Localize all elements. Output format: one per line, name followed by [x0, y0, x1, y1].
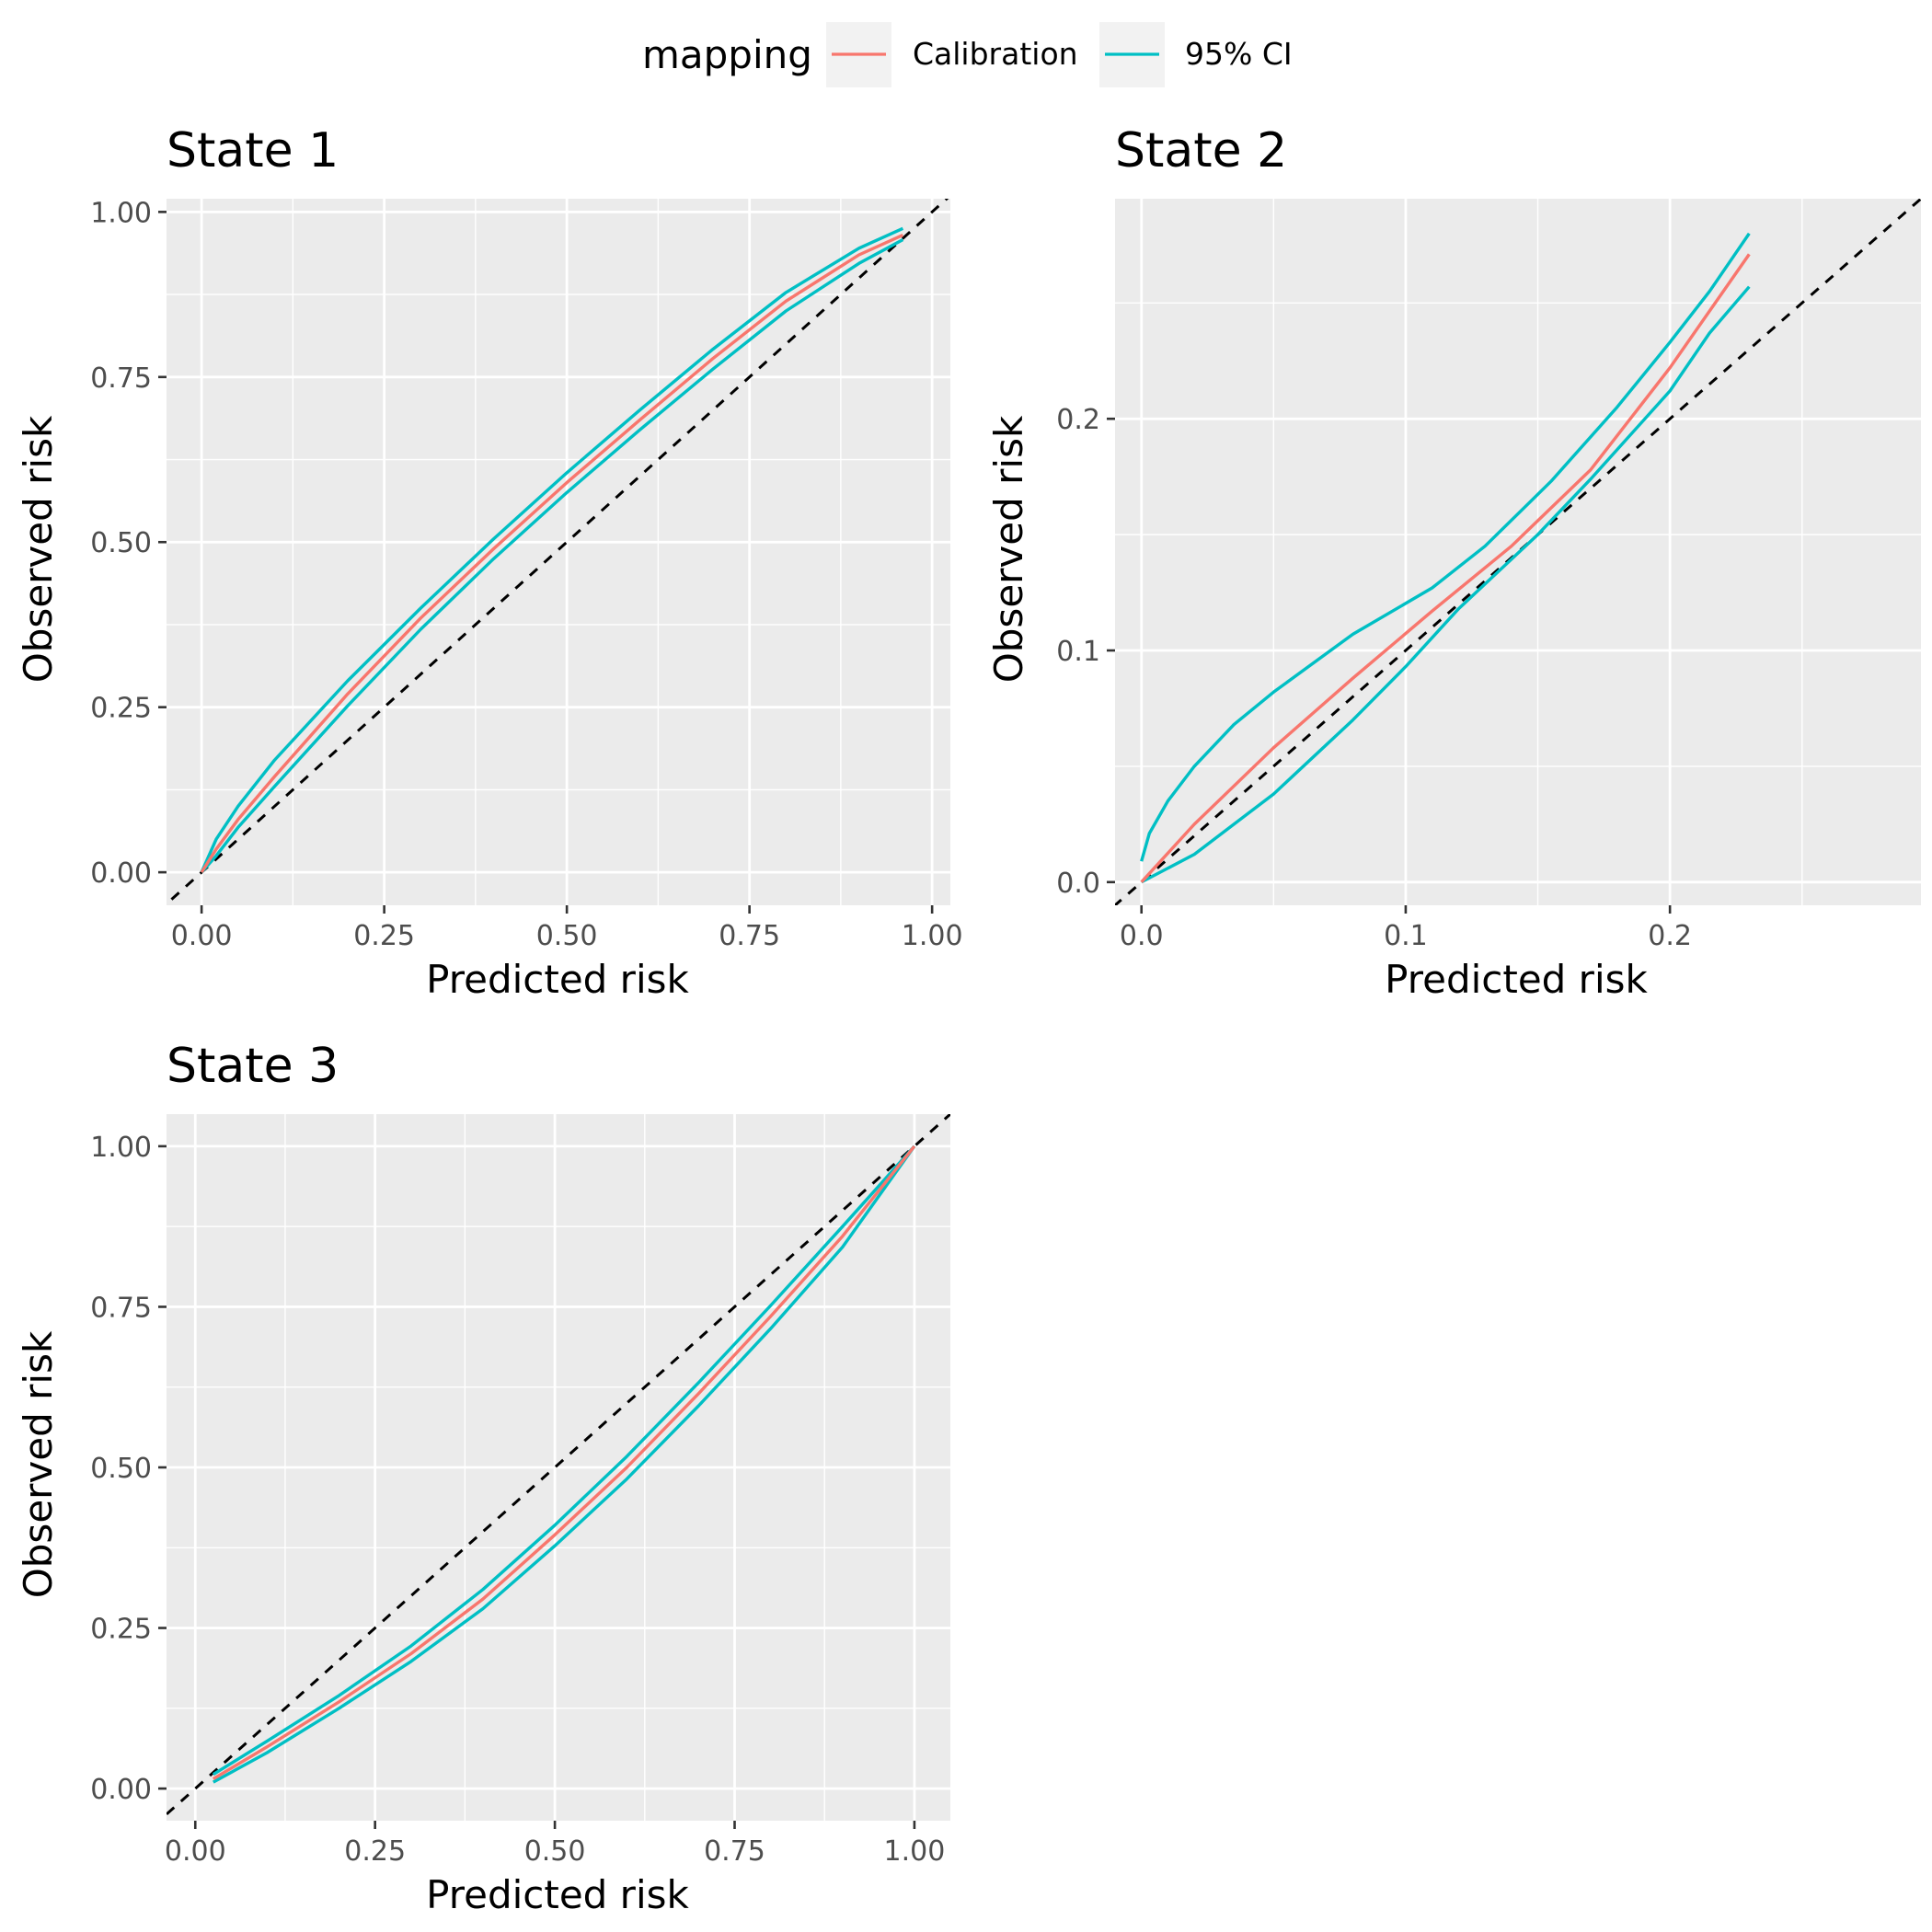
y-tick-label: 0.00 — [90, 1774, 152, 1806]
y-tick-label: 0.00 — [90, 857, 152, 890]
x-tick-label: 0.50 — [524, 1835, 586, 1868]
x-tick-label: 0.2 — [1648, 920, 1692, 952]
plot-area — [167, 199, 949, 905]
x-tick-label: 0.0 — [1120, 920, 1164, 952]
y-axis-title-state-3: Observed risk — [16, 1330, 61, 1598]
panel-state-1: 0.00 0.25 0.50 0.75 1.00 0.00 0.25 0.50 0.75 1.00 — [90, 197, 963, 952]
ci-line — [1140, 232, 1751, 862]
ci-line — [200, 226, 904, 873]
y-tick-label: 0.25 — [90, 693, 152, 725]
ci-line — [1140, 285, 1751, 884]
y-tick-label: 0.0 — [1056, 868, 1100, 900]
panel-state-3: 0.00 0.25 0.50 0.75 1.00 0.00 0.25 0.50 0.75 1.00 — [90, 1114, 950, 1868]
legend-title: mapping — [642, 32, 812, 77]
x-axis-title-state-3: Predicted risk — [426, 1872, 689, 1917]
y-tick-label: 0.50 — [90, 1453, 152, 1485]
ci-line — [212, 1144, 916, 1784]
x-tick-label: 1.00 — [884, 1835, 946, 1868]
x-tick-label: 0.75 — [704, 1835, 765, 1868]
panel-state-2: 0.0 0.1 0.2 0.0 0.1 0.2 — [1056, 199, 1921, 952]
panel-background — [167, 199, 950, 905]
y-tick-label: 0.2 — [1056, 404, 1100, 436]
plot-area — [1115, 199, 1921, 905]
y-tick-label: 0.25 — [90, 1614, 152, 1646]
panels: 0.00 0.25 0.50 0.75 1.00 0.00 0.25 0.50 0.75 1.00… — [90, 197, 1921, 1868]
x-tick-label: 1.00 — [902, 920, 963, 952]
reference-line — [1115, 199, 1921, 905]
y-tick-label: 0.50 — [90, 527, 152, 559]
x-tick-label: 0.25 — [353, 920, 415, 952]
x-tick-label: 0.25 — [344, 1835, 406, 1868]
x-tick-label: 0.1 — [1384, 920, 1428, 952]
x-tick-label: 0.00 — [171, 920, 233, 952]
panel-title-state-1: State 1 — [167, 123, 339, 178]
y-tick-label: 1.00 — [90, 197, 152, 229]
x-tick-label: 0.00 — [165, 1835, 226, 1868]
panel-title-state-2: State 2 — [1115, 123, 1287, 178]
x-axis-title-state-1: Predicted risk — [426, 957, 689, 1002]
x-tick-label: 0.75 — [719, 920, 780, 952]
calibration-line — [212, 1144, 916, 1781]
ci-line — [212, 1144, 916, 1777]
y-tick-label: 0.75 — [90, 362, 152, 395]
plot-area — [167, 1114, 950, 1817]
ci-line — [200, 238, 904, 874]
y-tick-label: 1.00 — [90, 1132, 152, 1164]
panel-title-state-3: State 3 — [167, 1039, 339, 1094]
x-axis-title-state-2: Predicted risk — [1385, 957, 1648, 1002]
y-tick-label: 0.1 — [1056, 636, 1100, 668]
x-tick-label: 0.50 — [536, 920, 598, 952]
legend: mapping Calibration 95% CI — [642, 22, 1293, 87]
calibration-line — [1140, 253, 1751, 883]
y-axis-title-state-2: Observed risk — [986, 415, 1031, 683]
legend-label-calibration: Calibration — [913, 36, 1078, 72]
y-tick-label: 0.75 — [90, 1292, 152, 1324]
legend-label-ci: 95% CI — [1185, 36, 1293, 72]
y-axis-title-state-1: Observed risk — [16, 415, 61, 683]
calibration-line — [200, 233, 904, 874]
